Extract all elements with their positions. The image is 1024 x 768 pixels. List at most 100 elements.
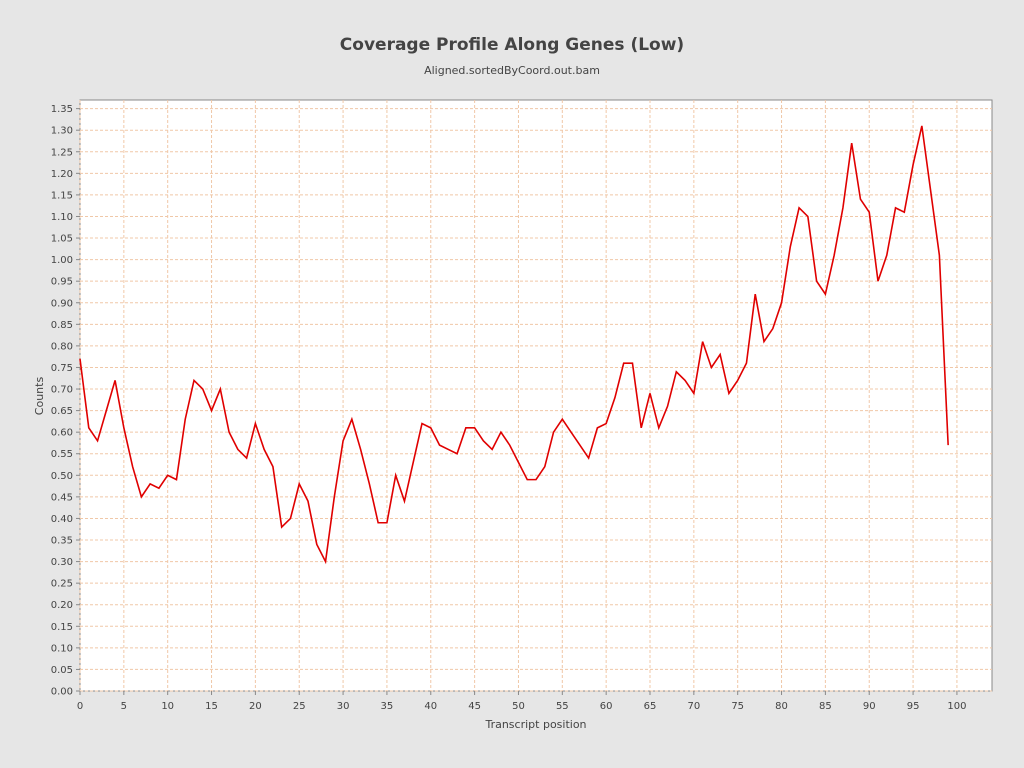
data-point [649,392,651,394]
data-point [465,427,467,429]
series-line [79,125,949,565]
x-tick-label: 45 [468,701,481,712]
data-point [237,448,239,450]
data-point [745,362,747,364]
data-point [789,246,791,248]
x-tick-label: 55 [556,701,569,712]
data-point [351,418,353,420]
data-point [702,341,704,343]
data-point [325,561,327,563]
y-tick-label: 1.20 [51,169,73,180]
y-axis-label: Counts [33,377,46,416]
chart-subtitle: Aligned.sortedByCoord.out.bam [424,64,600,77]
data-point [684,379,686,381]
data-point [439,444,441,446]
x-axis-label: Transcript position [484,718,586,731]
y-tick-label: 0.40 [51,514,73,525]
data-point [553,431,555,433]
data-point [903,211,905,213]
data-point [377,522,379,524]
data-point [342,440,344,442]
series-layer [79,125,949,565]
x-tick-label: 60 [600,701,613,712]
x-tick-label: 95 [907,701,920,712]
y-tick-label: 0.00 [51,687,73,698]
y-tick-label: 0.45 [51,492,73,503]
chart-title: Coverage Profile Along Genes (Low) [340,35,684,55]
data-point [272,466,274,468]
data-point [509,444,511,446]
data-point [675,371,677,373]
data-point [289,517,291,519]
data-point [395,474,397,476]
data-point [97,440,99,442]
data-point [456,453,458,455]
data-point [859,198,861,200]
data-point [640,427,642,429]
data-point [877,280,879,282]
data-point [386,522,388,524]
data-point [824,293,826,295]
y-tick-label: 0.50 [51,471,73,482]
y-tick-label: 0.30 [51,557,73,568]
data-point [842,207,844,209]
data-point [368,483,370,485]
data-point [482,440,484,442]
data-point [184,418,186,420]
data-point [167,474,169,476]
x-tick-label: 100 [947,701,966,712]
y-tick-label: 0.05 [51,665,73,676]
y-tick-label: 1.25 [51,147,73,158]
data-point [851,142,853,144]
data-point [114,379,116,381]
data-point [947,444,949,446]
data-point [132,466,134,468]
data-point [623,362,625,364]
x-tick-label: 25 [293,701,306,712]
data-point [158,487,160,489]
y-tick-label: 0.85 [51,320,73,331]
data-point [263,448,265,450]
data-point [579,444,581,446]
data-point [667,405,669,407]
axes: 0.00 0.05 0.10 0.15 0.20 0.25 0.30 0.35 0.40 0.45… [51,104,967,712]
x-tick-label: 80 [775,701,788,712]
data-point [816,280,818,282]
data-point [219,388,221,390]
data-point [886,254,888,256]
y-tick-label: 0.25 [51,579,73,590]
data-point [719,354,721,356]
x-tick-label: 5 [121,701,127,712]
x-tick-label: 15 [205,701,218,712]
data-point [360,448,362,450]
data-point [772,328,774,330]
grid-lines [79,100,992,692]
data-point [868,211,870,213]
y-tick-label: 0.60 [51,428,73,439]
data-point [403,500,405,502]
data-point [526,479,528,481]
x-tick-label: 35 [381,701,394,712]
data-point [333,496,335,498]
data-point [938,254,940,256]
y-tick-label: 0.70 [51,385,73,396]
x-tick-label: 0 [77,701,83,712]
y-tick-label: 1.35 [51,104,73,115]
y-tick-label: 0.80 [51,341,73,352]
data-point [807,215,809,217]
data-point [412,461,414,463]
data-point [737,379,739,381]
y-tick-label: 0.35 [51,536,73,547]
data-point [754,293,756,295]
data-point [693,392,695,394]
data-point [781,302,783,304]
y-tick-label: 1.30 [51,126,73,137]
y-tick-label: 0.75 [51,363,73,374]
data-point [491,448,493,450]
data-point [658,427,660,429]
data-point [88,427,90,429]
data-point [930,190,932,192]
x-tick-label: 10 [161,701,174,712]
data-point [175,479,177,481]
data-point [298,483,300,485]
